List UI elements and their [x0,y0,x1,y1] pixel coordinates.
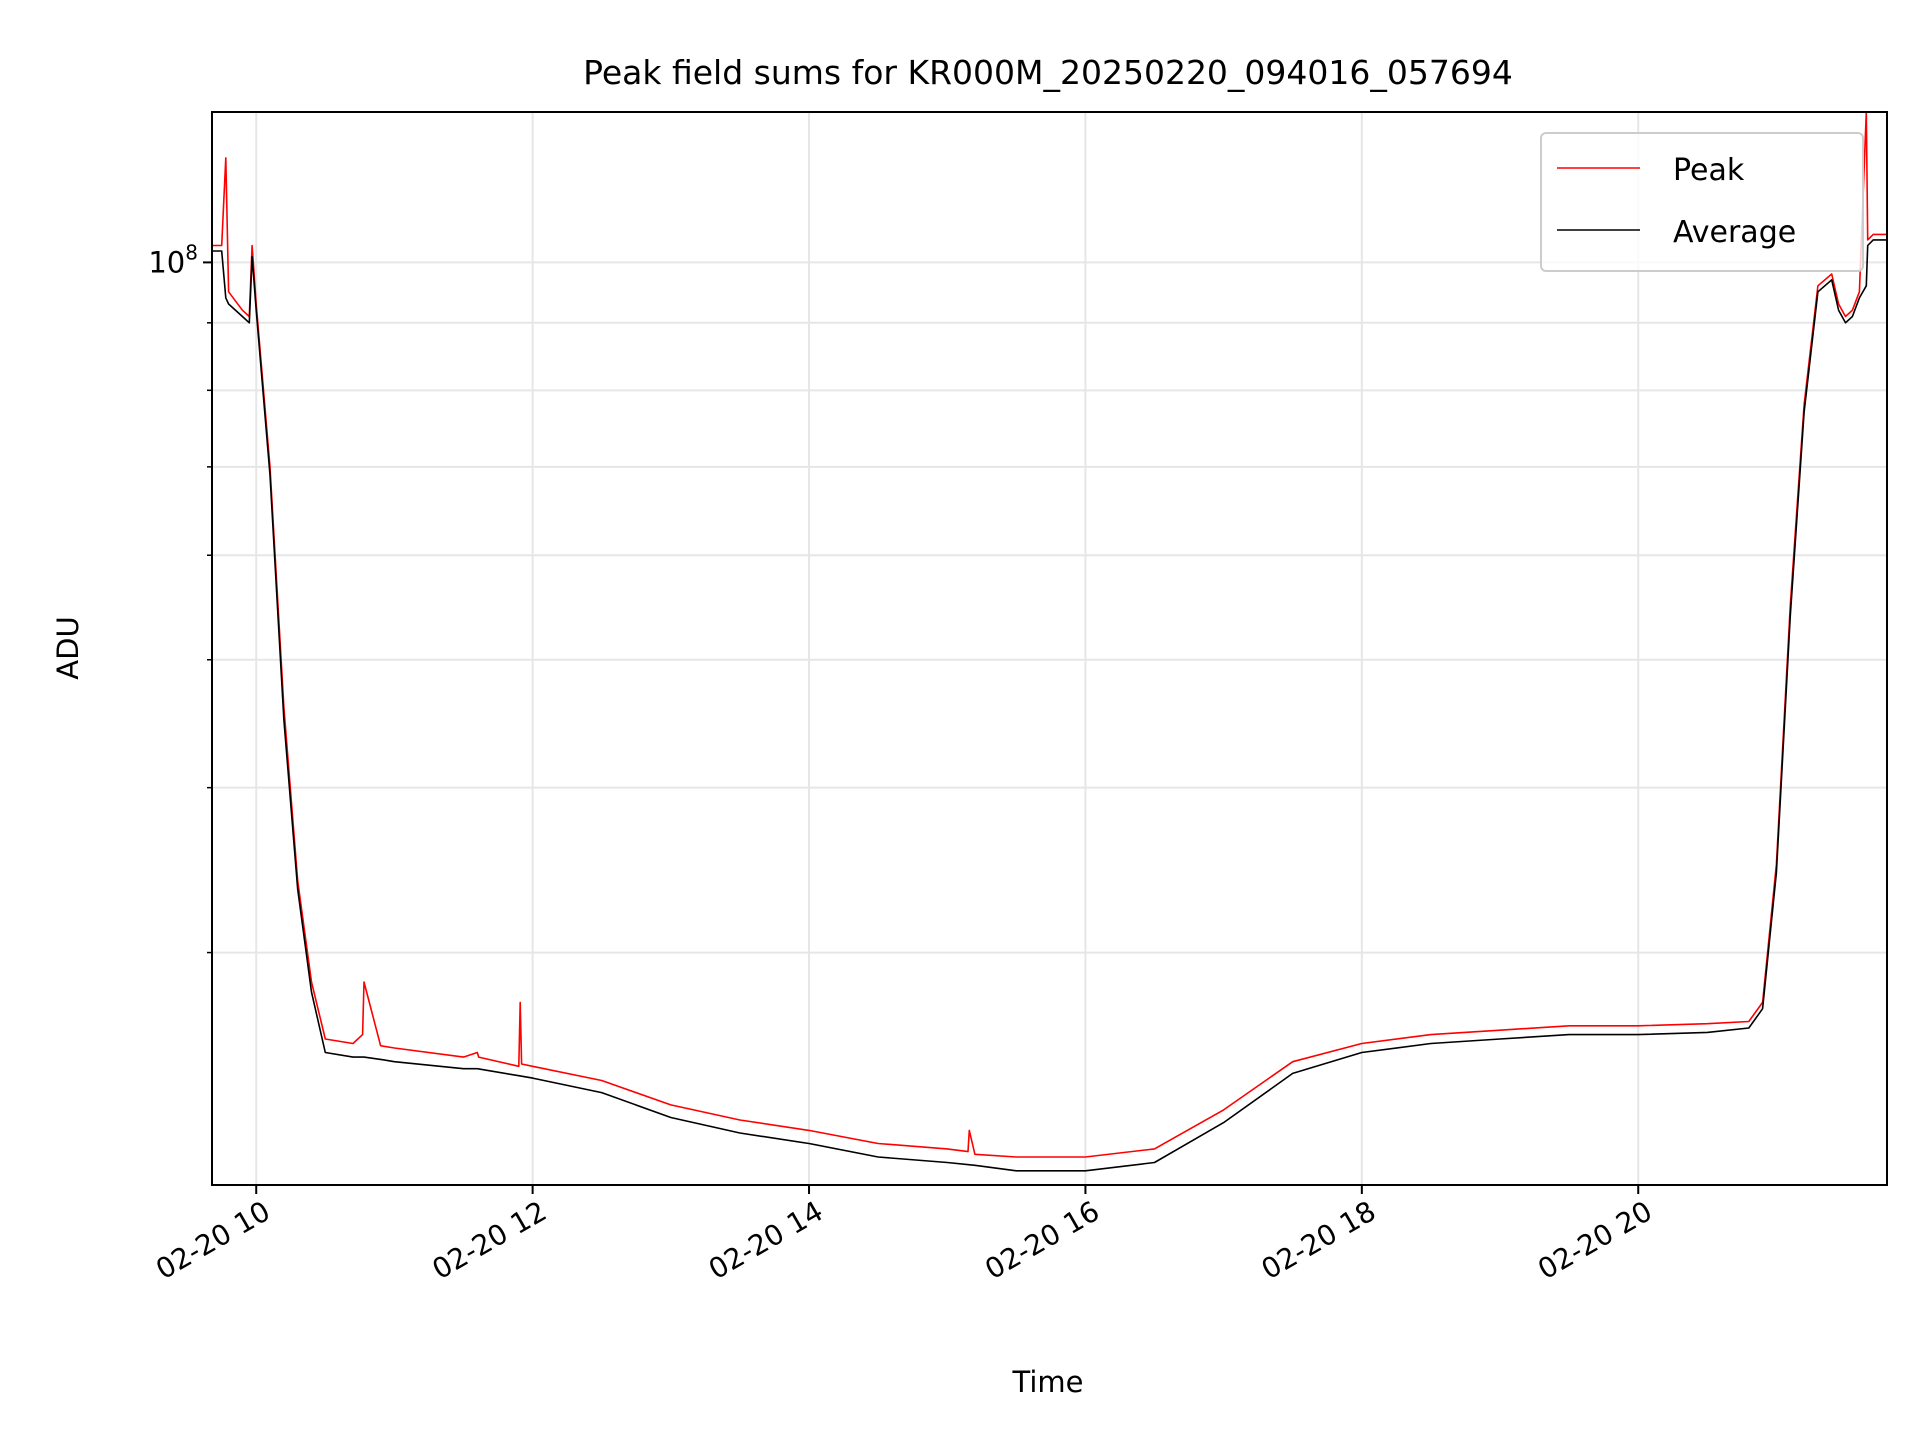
series-line-average [212,239,1887,1172]
series-group [212,112,1887,1172]
y-axis-label: ADU [51,616,85,679]
y-tick-label: 108 [148,240,198,279]
grid [212,112,1887,1185]
chart-title: Peak field sums for KR000M_20250220_0940… [583,53,1513,92]
plot-frame [211,111,1888,1186]
x-axis-label: Time [1012,1365,1084,1399]
legend: Peak Average [1540,132,1864,272]
legend-label-peak: Peak [1673,153,1745,188]
y-axis: 108 [148,240,212,954]
legend-label-average: Average [1673,215,1796,250]
